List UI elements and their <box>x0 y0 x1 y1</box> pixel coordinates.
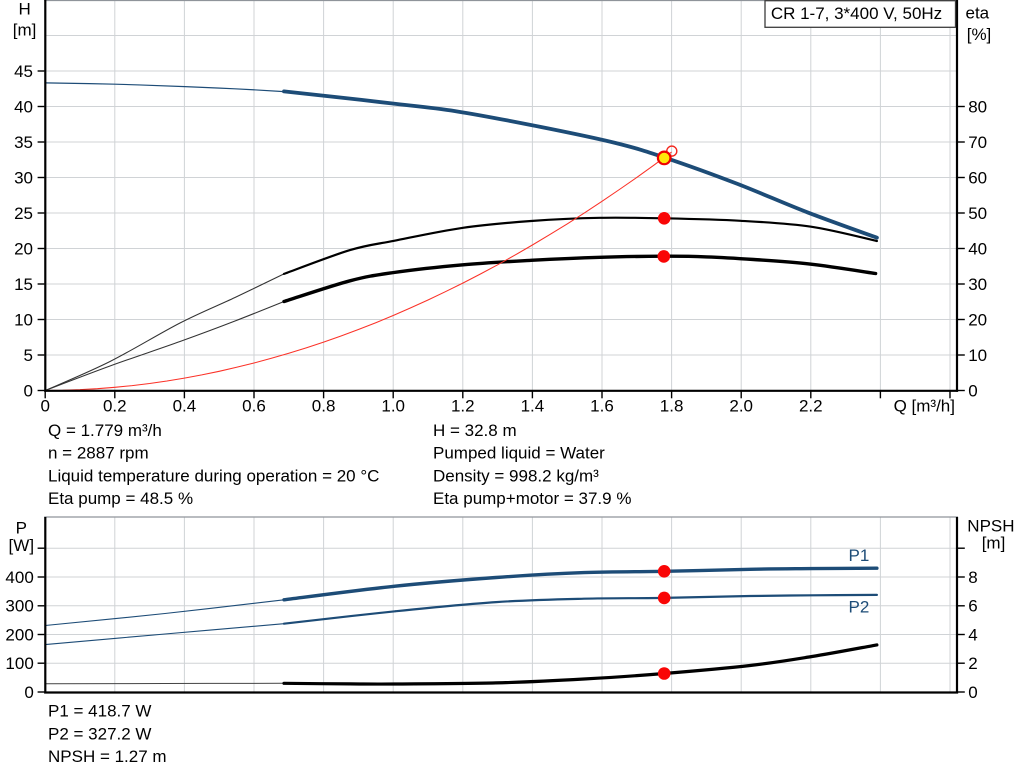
svg-text:0.4: 0.4 <box>173 396 197 415</box>
svg-text:NPSH: NPSH <box>967 517 1014 536</box>
svg-text:P2: P2 <box>849 598 870 617</box>
svg-text:0.2: 0.2 <box>103 396 127 415</box>
svg-text:Q [m³/h]: Q [m³/h] <box>894 396 955 415</box>
svg-text:P: P <box>16 519 27 538</box>
svg-text:0.6: 0.6 <box>242 396 266 415</box>
svg-text:P2 = 327.2 W: P2 = 327.2 W <box>48 724 151 743</box>
svg-text:[W]: [W] <box>9 536 35 555</box>
svg-text:NPSH = 1.27 m: NPSH = 1.27 m <box>48 747 167 766</box>
svg-text:40: 40 <box>968 239 987 258</box>
svg-text:4: 4 <box>968 625 977 644</box>
svg-text:10: 10 <box>14 310 33 329</box>
svg-text:1.6: 1.6 <box>590 396 614 415</box>
svg-text:100: 100 <box>5 654 33 673</box>
svg-text:Q = 1.779 m³/h: Q = 1.779 m³/h <box>48 421 162 440</box>
svg-text:Density = 998.2 kg/m³: Density = 998.2 kg/m³ <box>433 466 599 485</box>
svg-text:1.0: 1.0 <box>381 396 405 415</box>
svg-text:Pumped liquid = Water: Pumped liquid = Water <box>433 444 605 463</box>
svg-text:25: 25 <box>14 204 33 223</box>
svg-text:0: 0 <box>968 381 977 400</box>
svg-text:60: 60 <box>968 168 987 187</box>
svg-text:2.0: 2.0 <box>729 396 753 415</box>
svg-text:35: 35 <box>14 133 33 152</box>
svg-text:300: 300 <box>5 597 33 616</box>
svg-text:[%]: [%] <box>967 25 992 44</box>
svg-text:P1 = 418.7 W: P1 = 418.7 W <box>48 702 151 721</box>
svg-text:0: 0 <box>24 381 33 400</box>
svg-text:Liquid temperature during oper: Liquid temperature during operation = 20… <box>48 466 379 485</box>
svg-text:10: 10 <box>968 346 987 365</box>
svg-text:1.2: 1.2 <box>451 396 475 415</box>
svg-text:2: 2 <box>968 654 977 673</box>
svg-text:[m]: [m] <box>13 20 37 39</box>
svg-text:30: 30 <box>14 168 33 187</box>
svg-text:Eta pump+motor = 37.9 %: Eta pump+motor = 37.9 % <box>433 489 631 508</box>
svg-text:40: 40 <box>14 97 33 116</box>
svg-text:0: 0 <box>40 396 49 415</box>
svg-text:20: 20 <box>14 239 33 258</box>
svg-text:Eta pump = 48.5 %: Eta pump = 48.5 % <box>48 489 193 508</box>
svg-text:20: 20 <box>968 310 987 329</box>
svg-text:H = 32.8 m: H = 32.8 m <box>433 421 517 440</box>
svg-text:30: 30 <box>968 275 987 294</box>
svg-text:400: 400 <box>5 568 33 587</box>
svg-text:2.2: 2.2 <box>799 396 823 415</box>
svg-text:5: 5 <box>24 346 33 365</box>
svg-text:1.8: 1.8 <box>660 396 684 415</box>
svg-text:0: 0 <box>968 683 977 702</box>
svg-text:15: 15 <box>14 275 33 294</box>
svg-text:H: H <box>18 0 30 19</box>
svg-text:1.4: 1.4 <box>521 396 545 415</box>
svg-text:200: 200 <box>5 625 33 644</box>
svg-text:n = 2887 rpm: n = 2887 rpm <box>48 444 149 463</box>
svg-text:45: 45 <box>14 62 33 81</box>
svg-text:80: 80 <box>968 97 987 116</box>
svg-text:8: 8 <box>968 568 977 587</box>
svg-text:0: 0 <box>24 683 33 702</box>
svg-text:[m]: [m] <box>982 534 1006 553</box>
svg-text:0.8: 0.8 <box>312 396 336 415</box>
svg-text:70: 70 <box>968 133 987 152</box>
svg-text:eta: eta <box>966 4 990 23</box>
svg-text:CR 1-7, 3*400 V, 50Hz: CR 1-7, 3*400 V, 50Hz <box>771 4 942 23</box>
svg-text:50: 50 <box>968 204 987 223</box>
svg-text:6: 6 <box>968 597 977 616</box>
svg-text:P1: P1 <box>849 546 870 565</box>
